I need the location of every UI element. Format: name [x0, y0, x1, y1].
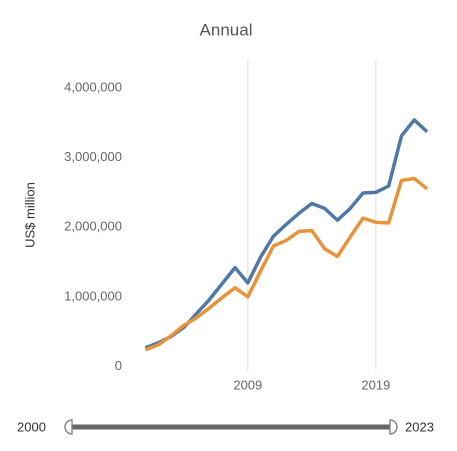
- y-tick-label: 0: [115, 358, 122, 373]
- series-line: [144, 118, 429, 350]
- x-tick-label: 2009: [233, 377, 262, 392]
- chart-title: Annual: [200, 20, 253, 39]
- y-tick-label: 3,000,000: [64, 149, 122, 164]
- x-tick-label: 2019: [361, 377, 390, 392]
- slider-handle-max[interactable]: [389, 419, 398, 435]
- y-tick-label: 1,000,000: [64, 288, 122, 303]
- y-axis-label: US$ million: [22, 182, 37, 248]
- series-line: [144, 176, 429, 352]
- y-tick-label: 4,000,000: [64, 79, 122, 94]
- slider-min-label: 2000: [17, 419, 46, 434]
- slider-handle-min[interactable]: [64, 419, 73, 435]
- slider-max-label: 2023: [405, 419, 434, 434]
- y-tick-label: 2,000,000: [64, 219, 122, 234]
